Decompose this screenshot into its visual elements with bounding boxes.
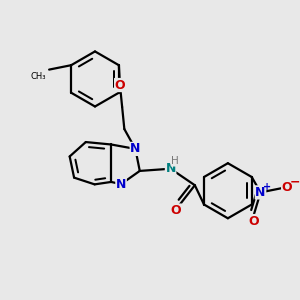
Text: O: O <box>115 79 125 92</box>
Text: O: O <box>249 214 259 227</box>
Text: N: N <box>116 178 126 190</box>
Text: O: O <box>282 182 292 194</box>
Text: N: N <box>130 142 140 155</box>
Text: CH₃: CH₃ <box>30 72 46 81</box>
Text: −: − <box>290 176 300 189</box>
Text: O: O <box>171 204 182 217</box>
Text: +: + <box>263 182 271 192</box>
Text: N: N <box>165 162 176 175</box>
Text: H: H <box>171 156 179 166</box>
Text: N: N <box>255 186 266 199</box>
